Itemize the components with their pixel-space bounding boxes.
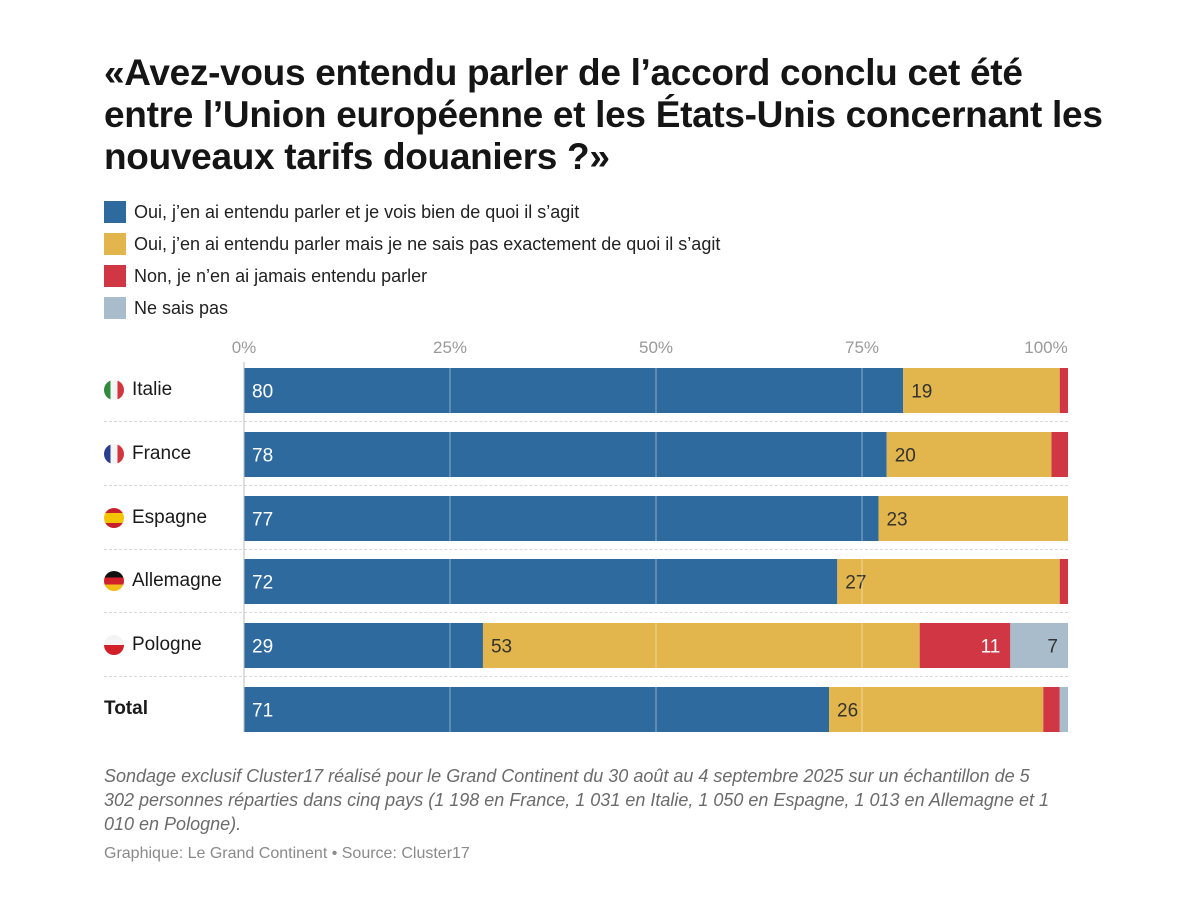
row-separator (104, 549, 1068, 550)
bar-allemagne-series-2 (1059, 559, 1068, 604)
bar-france-series-2 (1051, 432, 1068, 477)
legend-label-ne-sais-pas: Ne sais pas (134, 297, 229, 318)
legend-item-ne-sais-pas: Ne sais pas (104, 292, 720, 324)
bar-italie-series-2 (1059, 368, 1068, 413)
data-label-pologne-series-3: 7 (1047, 637, 1058, 658)
row-label-allemagne: Allemagne (104, 558, 222, 604)
data-label-italie-series-0: 80 (252, 382, 273, 403)
legend-label-oui-pas-exactement: Oui, j’en ai entendu parler mais je ne s… (134, 233, 721, 254)
legend-label-oui-bien: Oui, j’en ai entendu parler et je vois b… (134, 201, 580, 222)
country-name: France (132, 443, 192, 464)
survey-note: Sondage exclusif Cluster17 réalisé pour … (104, 766, 1049, 834)
row-label-espagne: Espagne (104, 495, 207, 541)
row-separator (104, 485, 1068, 486)
data-label-france-series-0: 78 (252, 446, 273, 467)
chart-title: «Avez-vous entendu parler de l’accord co… (104, 52, 1103, 177)
bar-italie-series-1 (903, 368, 1060, 413)
legend-swatch-ne-sais-pas (104, 297, 126, 319)
bar-espagne-series-0 (244, 496, 879, 541)
data-label-france-series-1: 20 (895, 446, 916, 467)
row-label-france: France (104, 431, 191, 477)
spain-flag-icon (104, 508, 124, 528)
data-label-italie-series-1: 19 (911, 382, 932, 403)
row-label-total: Total (104, 686, 148, 732)
axis-tick-0: 0% (231, 338, 257, 357)
data-label-total-series-1: 26 (837, 701, 858, 722)
axis-tick-25: 25% (432, 338, 468, 357)
data-label-espagne-series-0: 77 (252, 510, 273, 531)
axis-tick-75: 75% (844, 338, 880, 357)
row-separator (104, 612, 1068, 613)
bar-pologne-series-2 (919, 623, 1011, 668)
data-label-espagne-series-1: 23 (886, 510, 907, 531)
legend-label-non: Non, je n’en ai jamais entendu parler (134, 265, 428, 286)
legend-swatch-oui-pas-exactement (104, 233, 126, 255)
axis-tick-50: 50% (638, 338, 674, 357)
country-name: Allemagne (132, 570, 222, 591)
italy-flag-icon (104, 380, 124, 400)
data-label-allemagne-series-1: 27 (845, 573, 866, 594)
bar-total-series-3 (1059, 687, 1068, 732)
bar-espagne-series-1 (878, 496, 1068, 541)
credit-line: Graphique: Le Grand Continent • Source: … (104, 845, 470, 862)
legend-item-oui-bien: Oui, j’en ai entendu parler et je vois b… (104, 196, 720, 228)
bar-allemagne-series-0 (244, 559, 838, 604)
france-flag-icon (104, 444, 124, 464)
bar-pologne-series-1 (482, 623, 920, 668)
legend-swatch-oui-bien (104, 201, 126, 223)
legend-item-non: Non, je n’en ai jamais entendu parler (104, 260, 720, 292)
axis-tick-100: 100% (1024, 338, 1068, 357)
country-name: Pologne (132, 634, 202, 655)
bar-pologne-series-3 (1010, 623, 1068, 668)
bar-total-series-0 (244, 687, 830, 732)
legend-item-oui-pas-exactement: Oui, j’en ai entendu parler mais je ne s… (104, 228, 720, 260)
row-separator (104, 676, 1068, 677)
legend-swatch-non (104, 265, 126, 287)
row-label-pologne: Pologne (104, 622, 202, 668)
total-label: Total (104, 698, 148, 719)
bar-france-series-1 (886, 432, 1052, 477)
country-name: Espagne (132, 507, 208, 528)
data-label-pologne-series-0: 29 (252, 637, 273, 658)
row-label-italie: Italie (104, 367, 172, 413)
bar-allemagne-series-1 (837, 559, 1060, 604)
bar-italie-series-0 (244, 368, 904, 413)
data-label-allemagne-series-0: 72 (252, 573, 273, 594)
data-label-pologne-series-1: 53 (491, 637, 512, 658)
data-label-total-series-0: 71 (252, 701, 273, 722)
bar-total-series-1 (829, 687, 1044, 732)
poland-flag-icon (104, 635, 124, 655)
country-name: Italie (132, 379, 173, 400)
row-separator (104, 421, 1068, 422)
bar-france-series-0 (244, 432, 887, 477)
bar-pologne-series-0 (244, 623, 483, 668)
legend: Oui, j’en ai entendu parler et je vois b… (104, 196, 720, 324)
bar-total-series-2 (1043, 687, 1060, 732)
data-label-pologne-series-2: 11 (981, 637, 1001, 658)
germany-flag-icon (104, 571, 124, 591)
